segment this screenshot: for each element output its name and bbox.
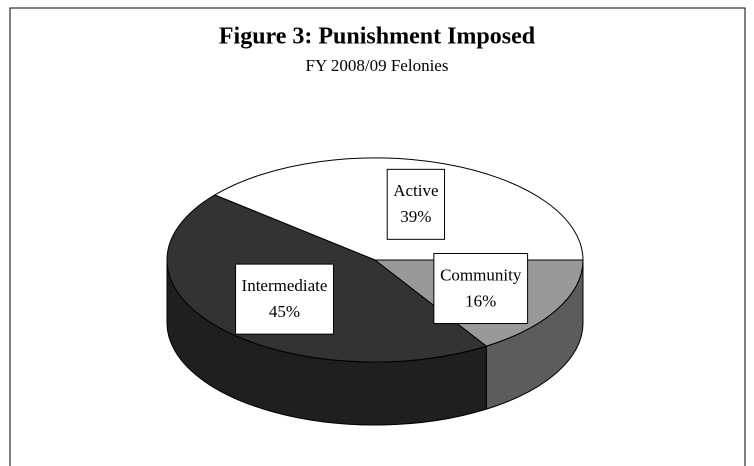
slice-label: Active: [393, 181, 438, 200]
slice-label: Community: [440, 265, 522, 284]
value-label: 16%: [465, 291, 496, 310]
value-label: 39%: [400, 207, 431, 226]
value-label: 45%: [269, 302, 300, 321]
chart-title: Figure 3: Punishment Imposed: [219, 24, 536, 50]
label-box: [433, 253, 529, 325]
slice-label: Intermediate: [242, 276, 328, 295]
label-box: [235, 263, 334, 335]
chart-border: [9, 7, 746, 466]
label-box: [386, 168, 446, 240]
chart-subtitle: FY 2008/09 Felonies: [306, 56, 449, 75]
